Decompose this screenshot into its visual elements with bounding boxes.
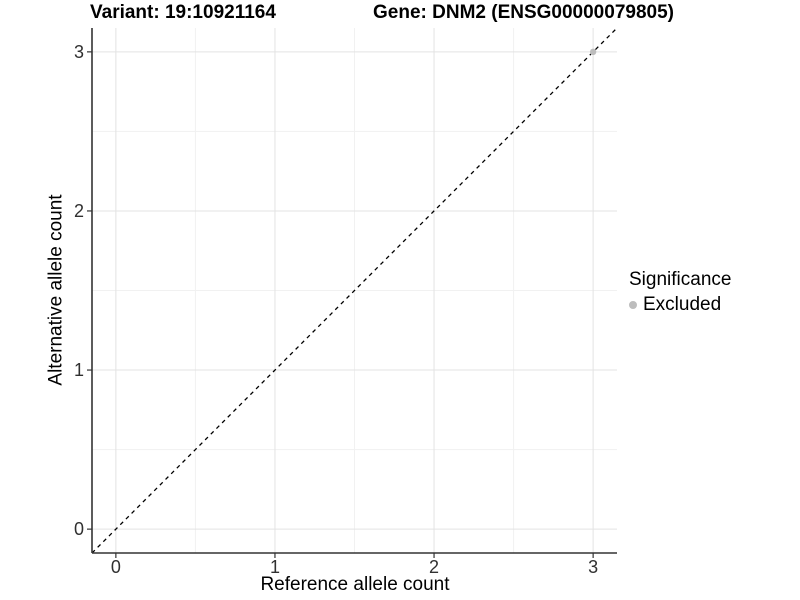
legend-item-excluded: Excluded (629, 294, 731, 316)
identity-dashed-line (91, 27, 618, 554)
x-tick-label: 3 (588, 557, 599, 577)
legend-title: Significance (629, 269, 732, 290)
plot-title-variant: Variant: 19:10921164 (90, 2, 276, 23)
x-tick-label: 0 (110, 557, 121, 577)
x-tick-label: 1 (269, 557, 280, 577)
y-tick-label: 1 (73, 360, 84, 381)
y-tick-label: 3 (73, 41, 84, 62)
x-axis-title: Reference allele count (260, 574, 450, 595)
y-axis-title: Alternative allele count (45, 194, 67, 386)
data-point (589, 48, 597, 56)
legend: Significance Excluded (629, 269, 731, 316)
y-tick-label: 0 (73, 519, 84, 540)
plot-title-gene: Gene: DNM2 (ENSG00000079805) (373, 2, 674, 23)
legend-item-label: Excluded (643, 293, 722, 315)
legend-dot-icon (629, 300, 637, 309)
y-tick-label: 2 (73, 200, 84, 221)
x-tick-label: 2 (429, 557, 440, 577)
